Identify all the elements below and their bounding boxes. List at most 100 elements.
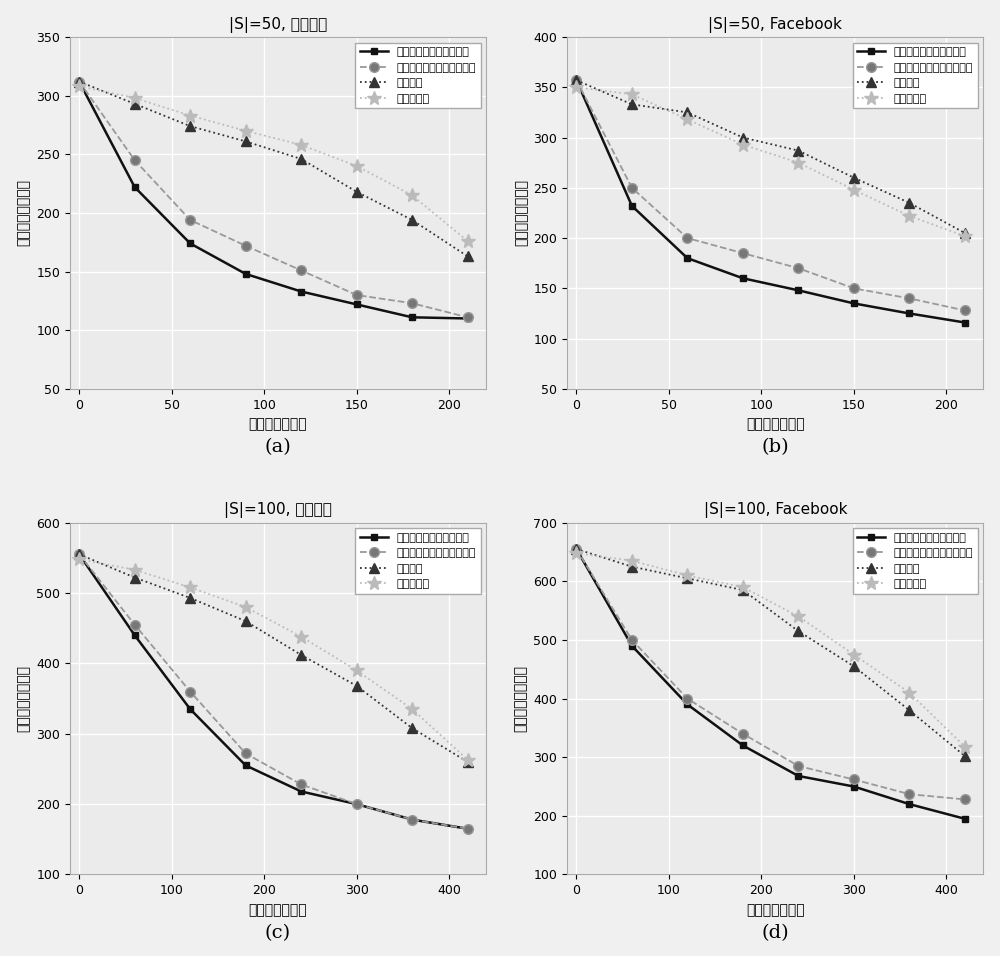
基于话题模型的中心度算法 <box>681 232 693 244</box>
基于话题模型的中心度算法 <box>462 823 474 835</box>
Title: |S|=100, 新浪微博: |S|=100, 新浪微博 <box>224 502 332 518</box>
出度算法 <box>406 723 418 734</box>
Line: 基于话题模型的出度算法: 基于话题模型的出度算法 <box>76 78 471 322</box>
基于话题模型的出度算法 <box>240 760 252 771</box>
出度算法 <box>240 616 252 627</box>
出度算法 <box>959 228 971 239</box>
基于话题模型的中心度算法 <box>295 779 307 791</box>
Line: 基于话题模型的出度算法: 基于话题模型的出度算法 <box>76 551 471 833</box>
基于话题模型的出度算法 <box>903 798 915 810</box>
基于话题模型的中心度算法 <box>73 549 85 560</box>
出度算法 <box>959 750 971 762</box>
Line: 出度算法: 出度算法 <box>74 550 472 767</box>
出度算法 <box>351 680 363 691</box>
中心度算法 <box>406 704 418 715</box>
出度算法 <box>737 584 749 596</box>
基于话题模型的出度算法 <box>737 272 749 284</box>
基于话题模型的出度算法 <box>681 699 693 710</box>
Line: 基于话题模型的中心度算法: 基于话题模型的中心度算法 <box>74 550 472 834</box>
中心度算法 <box>462 235 474 247</box>
基于话题模型的中心度算法 <box>959 305 971 316</box>
出度算法 <box>903 197 915 208</box>
Title: |S|=50, Facebook: |S|=50, Facebook <box>708 16 842 33</box>
X-axis label: 切断的节点数量: 切断的节点数量 <box>249 902 307 917</box>
Y-axis label: 负面信息影响范围: 负面信息影响范围 <box>17 665 31 732</box>
中心度算法 <box>240 125 252 137</box>
中心度算法 <box>848 649 860 661</box>
中心度算法 <box>351 664 363 676</box>
基于话题模型的出度算法 <box>848 781 860 793</box>
基于话题模型的中心度算法 <box>570 543 582 554</box>
基于话题模型的出度算法 <box>792 285 804 296</box>
中心度算法 <box>959 230 971 242</box>
基于话题模型的中心度算法 <box>626 182 638 193</box>
出度算法 <box>737 132 749 143</box>
Title: |S|=100, Facebook: |S|=100, Facebook <box>704 502 847 518</box>
基于话题模型的中心度算法 <box>792 263 804 274</box>
出度算法 <box>184 120 196 132</box>
中心度算法 <box>959 741 971 752</box>
Line: 中心度算法: 中心度算法 <box>569 80 972 243</box>
Line: 出度算法: 出度算法 <box>572 544 970 761</box>
Line: 基于话题模型的出度算法: 基于话题模型的出度算法 <box>573 546 968 822</box>
中心度算法 <box>129 92 141 103</box>
基于话题模型的出度算法 <box>129 182 141 193</box>
出度算法 <box>570 75 582 86</box>
Legend: 基于话题模型的出度算法, 基于话题模型的中心度算法, 出度算法, 中心度算法: 基于话题模型的出度算法, 基于话题模型的中心度算法, 出度算法, 中心度算法 <box>355 43 481 108</box>
中心度算法 <box>848 185 860 196</box>
出度算法 <box>848 172 860 184</box>
中心度算法 <box>462 754 474 766</box>
出度算法 <box>848 661 860 672</box>
基于话题模型的中心度算法 <box>295 265 307 276</box>
基于话题模型的中心度算法 <box>351 290 363 301</box>
基于话题模型的中心度算法 <box>184 685 196 697</box>
基于话题模型的中心度算法 <box>848 773 860 785</box>
Legend: 基于话题模型的出度算法, 基于话题模型的中心度算法, 出度算法, 中心度算法: 基于话题模型的出度算法, 基于话题模型的中心度算法, 出度算法, 中心度算法 <box>853 43 978 108</box>
Legend: 基于话题模型的出度算法, 基于话题模型的中心度算法, 出度算法, 中心度算法: 基于话题模型的出度算法, 基于话题模型的中心度算法, 出度算法, 中心度算法 <box>853 529 978 594</box>
基于话题模型的出度算法 <box>737 740 749 751</box>
出度算法 <box>462 756 474 768</box>
基于话题模型的出度算法 <box>848 297 860 309</box>
Line: 基于话题模型的中心度算法: 基于话题模型的中心度算法 <box>74 76 472 322</box>
Y-axis label: 负面信息影响范围: 负面信息影响范围 <box>514 665 528 732</box>
基于话题模型的中心度算法 <box>959 793 971 805</box>
中心度算法 <box>792 157 804 168</box>
基于话题模型的出度算法 <box>626 641 638 652</box>
基于话题模型的出度算法 <box>73 76 85 87</box>
基于话题模型的中心度算法 <box>681 693 693 705</box>
基于话题模型的出度算法 <box>295 786 307 797</box>
中心度算法 <box>73 554 85 565</box>
Line: 基于话题模型的中心度算法: 基于话题模型的中心度算法 <box>572 544 970 804</box>
出度算法 <box>73 549 85 560</box>
基于话题模型的出度算法 <box>792 771 804 782</box>
Text: (a): (a) <box>265 438 291 456</box>
中心度算法 <box>184 110 196 121</box>
基于话题模型的出度算法 <box>626 200 638 211</box>
基于话题模型的出度算法 <box>184 238 196 250</box>
基于话题模型的中心度算法 <box>351 798 363 810</box>
Y-axis label: 负面信息影响范围: 负面信息影响范围 <box>514 180 528 247</box>
出度算法 <box>406 214 418 226</box>
出度算法 <box>681 573 693 584</box>
Line: 基于话题模型的出度算法: 基于话题模型的出度算法 <box>573 76 968 326</box>
Text: (b): (b) <box>761 438 789 456</box>
基于话题模型的出度算法 <box>903 308 915 319</box>
基于话题模型的出度算法 <box>351 298 363 310</box>
出度算法 <box>626 561 638 573</box>
Legend: 基于话题模型的出度算法, 基于话题模型的中心度算法, 出度算法, 中心度算法: 基于话题模型的出度算法, 基于话题模型的中心度算法, 出度算法, 中心度算法 <box>355 529 481 594</box>
基于话题模型的中心度算法 <box>848 283 860 294</box>
中心度算法 <box>792 611 804 622</box>
中心度算法 <box>406 189 418 201</box>
基于话题模型的出度算法 <box>240 269 252 280</box>
基于话题模型的中心度算法 <box>570 75 582 86</box>
中心度算法 <box>903 687 915 699</box>
Line: 基于话题模型的中心度算法: 基于话题模型的中心度算法 <box>572 76 970 315</box>
出度算法 <box>570 543 582 554</box>
中心度算法 <box>626 555 638 567</box>
出度算法 <box>73 76 85 87</box>
中心度算法 <box>351 161 363 172</box>
Y-axis label: 负面信息影响范围: 负面信息影响范围 <box>17 180 31 247</box>
基于话题模型的出度算法 <box>462 313 474 324</box>
Line: 出度算法: 出度算法 <box>572 76 970 238</box>
基于话题模型的中心度算法 <box>903 293 915 304</box>
